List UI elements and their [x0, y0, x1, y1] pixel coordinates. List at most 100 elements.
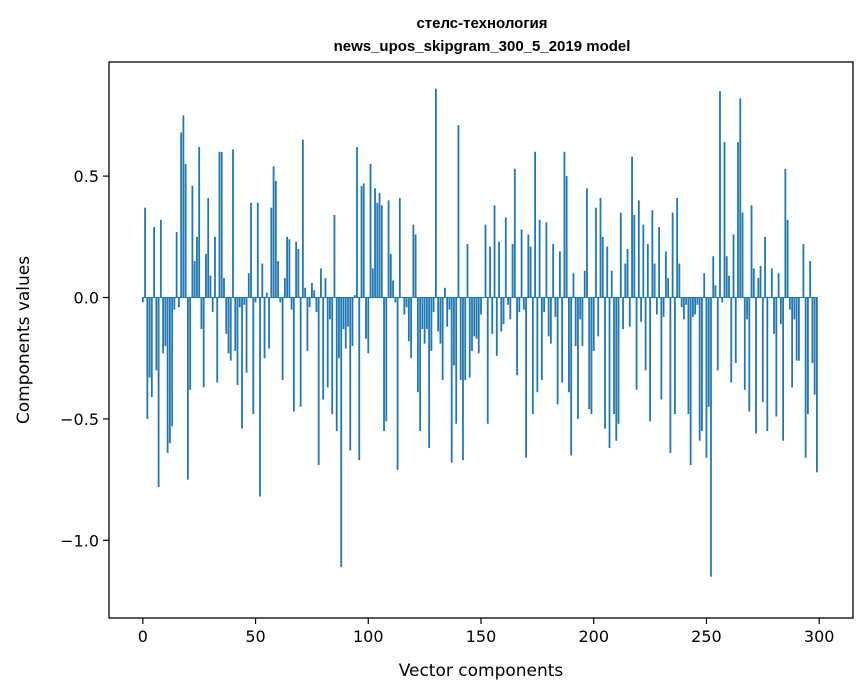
bar: [292, 297, 295, 412]
bar: [229, 297, 232, 361]
bar: [604, 297, 606, 429]
bar: [730, 297, 733, 383]
bar: [473, 297, 476, 337]
bar: [295, 241, 298, 298]
bar: [335, 297, 338, 432]
bar: [552, 244, 555, 298]
bar: [236, 297, 239, 385]
bar: [813, 297, 816, 395]
bar: [669, 297, 672, 453]
bar: [651, 210, 654, 298]
x-axis: 0 50 100 150 200 250 300: [138, 618, 834, 646]
bar: [689, 297, 692, 466]
bar: [504, 217, 507, 298]
bar: [301, 139, 304, 298]
bar: [687, 297, 690, 415]
bar: [728, 275, 730, 298]
bar: [344, 297, 347, 349]
y-tick-label: 0.5: [74, 167, 99, 186]
bar: [247, 273, 250, 298]
bar: [326, 297, 329, 388]
bar: [518, 297, 521, 313]
bar: [421, 297, 424, 330]
bar: [626, 248, 629, 298]
bar: [414, 234, 417, 298]
bar: [583, 270, 586, 298]
y-tick-label: 0.0: [74, 289, 99, 308]
bar: [394, 297, 397, 303]
bar: [223, 278, 225, 298]
x-tick-label: 50: [245, 627, 265, 646]
bar: [662, 297, 665, 317]
bar: [419, 297, 422, 432]
bar: [712, 256, 715, 298]
bar: [705, 297, 708, 458]
bar: [786, 219, 789, 298]
bar: [653, 263, 656, 298]
bar: [764, 236, 766, 298]
bar: [563, 151, 566, 298]
bar: [198, 146, 201, 298]
bar: [214, 236, 216, 298]
bar: [468, 297, 471, 378]
bar: [779, 297, 782, 325]
bar: [615, 297, 618, 441]
bar: [216, 297, 219, 383]
bar: [489, 246, 491, 298]
bar: [671, 212, 674, 298]
bar: [459, 297, 462, 381]
bar: [734, 297, 737, 364]
bar: [385, 297, 388, 422]
bar: [177, 297, 180, 308]
bar: [146, 297, 149, 419]
bar: [757, 278, 760, 298]
bar: [261, 263, 264, 298]
bar: [428, 297, 431, 449]
bar: [807, 297, 809, 415]
bar: [462, 297, 464, 461]
bar: [369, 163, 372, 298]
bar: [788, 297, 791, 310]
bar: [209, 275, 212, 298]
bar: [320, 268, 322, 298]
bar: [446, 297, 449, 327]
bar: [270, 207, 273, 298]
bar: [329, 297, 331, 320]
bar: [453, 297, 455, 366]
bar: [238, 297, 241, 308]
bar: [701, 297, 703, 432]
bar: [365, 297, 367, 339]
bar: [811, 297, 814, 364]
bar: [719, 91, 721, 298]
bar: [360, 185, 363, 298]
bar: [290, 297, 293, 310]
bar: [696, 297, 699, 305]
bar: [746, 297, 748, 320]
bar: [608, 297, 611, 449]
bar: [486, 297, 489, 424]
bar: [725, 256, 728, 298]
bar: [311, 282, 313, 298]
x-tick-label: 250: [691, 627, 722, 646]
y-tick-label: −1.0: [60, 531, 99, 550]
chart-title: стелс-технология: [416, 15, 547, 32]
bar: [480, 297, 482, 315]
bar: [809, 261, 812, 298]
bar: [622, 297, 624, 330]
bar: [797, 297, 800, 361]
bar: [299, 297, 302, 407]
bar: [358, 297, 361, 461]
bar: [777, 273, 780, 298]
bar: [750, 205, 753, 298]
bar: [435, 88, 437, 298]
bar: [450, 297, 453, 463]
bar: [256, 202, 259, 298]
bar: [536, 297, 539, 393]
bar: [263, 297, 266, 359]
bar: [297, 248, 300, 298]
bar: [207, 197, 210, 298]
bar: [220, 151, 223, 298]
bar: [565, 176, 568, 298]
bar: [396, 297, 399, 470]
bar: [577, 297, 579, 419]
